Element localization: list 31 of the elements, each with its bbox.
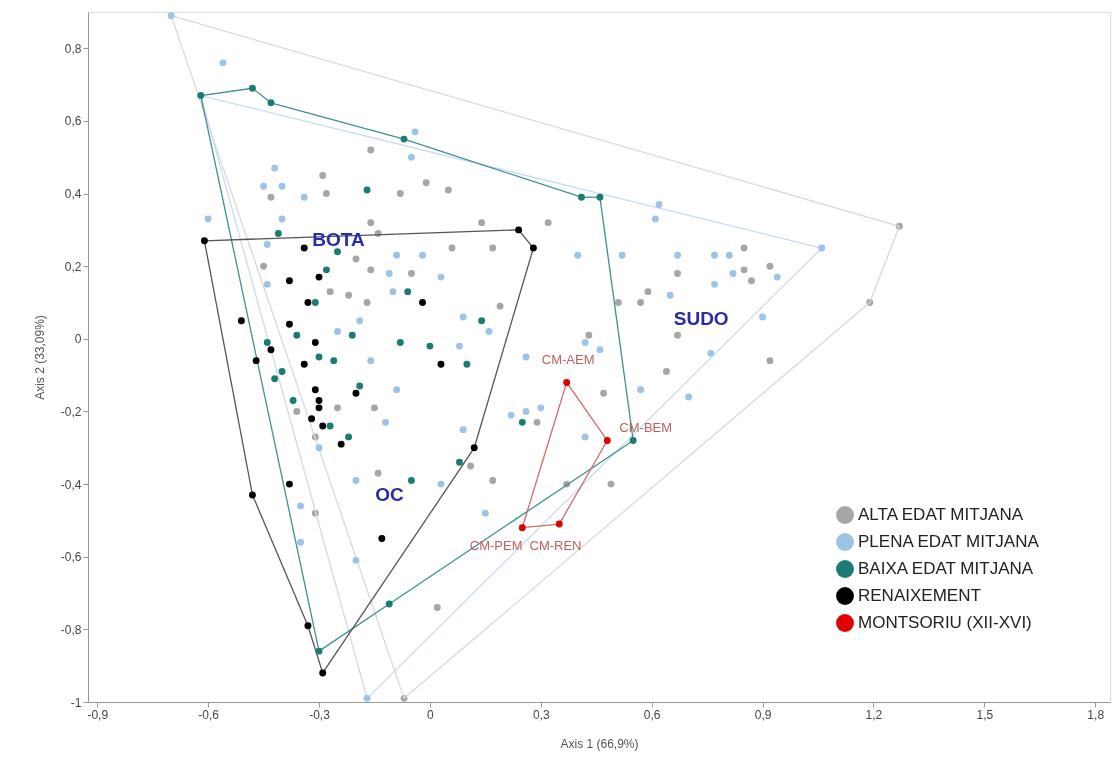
- y-axis-title: Axis 2 (33,09%): [32, 315, 47, 400]
- y-tick-label: -0,4: [60, 477, 82, 492]
- y-tick-label: 0,2: [64, 259, 82, 274]
- legend-label: RENAIXEMENT: [858, 586, 981, 605]
- y-tick-label: -1: [70, 695, 82, 710]
- y-tick-label: -0,8: [60, 622, 82, 637]
- annotation: CM-REN: [529, 537, 582, 553]
- annotation: SUDO: [673, 308, 729, 330]
- x-tick-label: -0,6: [198, 707, 220, 722]
- legend-label: MONTSORIU (XII-XVI): [858, 613, 1032, 632]
- annotation: CM-AEM: [541, 352, 595, 368]
- y-tick-label: 0: [74, 332, 82, 347]
- x-tick-label: 1,2: [865, 707, 883, 722]
- x-tick-label: 0,9: [754, 707, 772, 722]
- x-tick-label: 1,8: [1087, 707, 1105, 722]
- x-tick-label: 0,3: [532, 707, 550, 722]
- annotation: OC: [375, 484, 405, 505]
- x-axis-title: Axis 1 (66,9%): [560, 736, 639, 751]
- y-tick-label: 0,6: [64, 114, 82, 129]
- y-tick-label: 0,8: [64, 41, 82, 56]
- legend-label: ALTA EDAT MITJANA: [858, 505, 1024, 524]
- x-tick-label: 0,6: [643, 707, 661, 722]
- x-tick-label: 0: [427, 707, 435, 722]
- y-tick-label: 0,4: [64, 187, 82, 202]
- x-tick-label: -0,3: [309, 707, 331, 722]
- x-tick-label: -0,9: [87, 707, 109, 722]
- legend-label: PLENA EDAT MITJANA: [858, 532, 1040, 551]
- x-tick-label: 1,5: [976, 707, 994, 722]
- y-tick-label: -0,2: [60, 404, 82, 419]
- legend-label: BAIXA EDAT MITJANA: [858, 559, 1034, 578]
- y-tick-label: -0,6: [60, 550, 82, 565]
